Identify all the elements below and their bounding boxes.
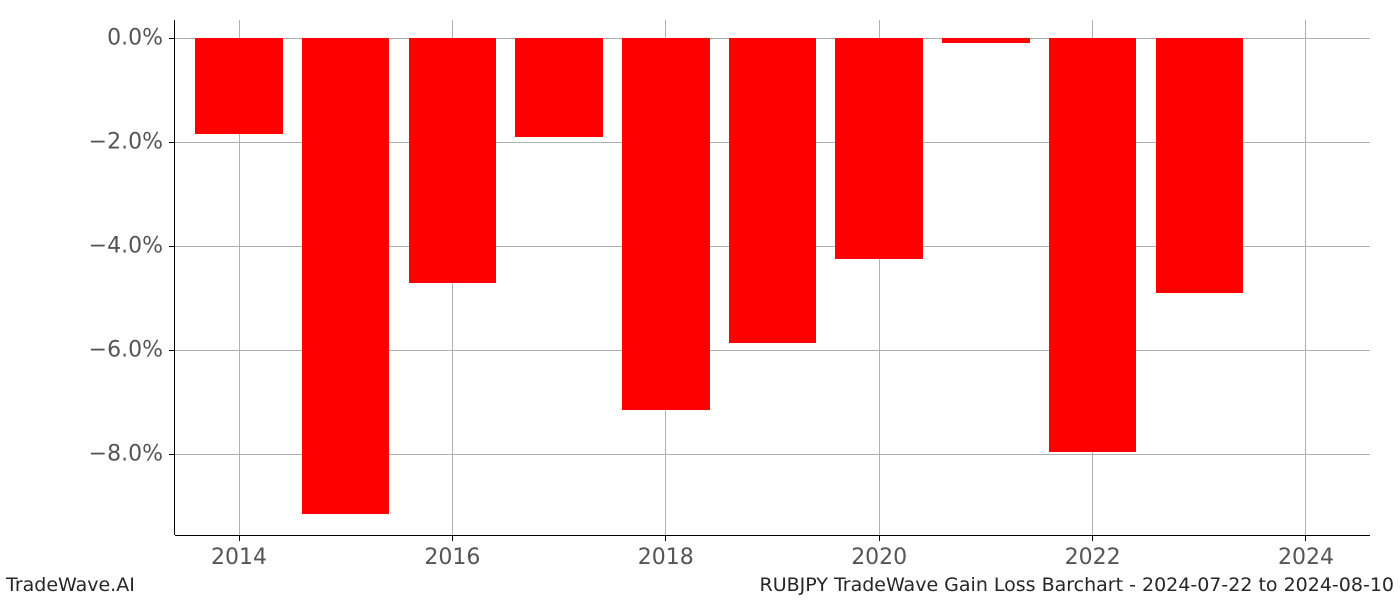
- y-tick-label: −2.0%: [89, 130, 163, 155]
- x-tick-label: 2020: [851, 545, 907, 570]
- y-tick-mark: [169, 350, 175, 351]
- bar: [195, 38, 282, 134]
- y-tick-label: −8.0%: [89, 442, 163, 467]
- bar: [835, 38, 922, 259]
- caption-right: RUBJPY TradeWave Gain Loss Barchart - 20…: [760, 574, 1394, 596]
- bar: [1049, 38, 1136, 452]
- bar: [515, 38, 602, 137]
- bar: [1156, 38, 1243, 293]
- watermark-left: TradeWave.AI: [6, 574, 135, 596]
- figure: TradeWave.AI RUBJPY TradeWave Gain Loss …: [0, 0, 1400, 600]
- y-tick-mark: [169, 454, 175, 455]
- y-axis-spine: [174, 20, 175, 535]
- y-tick-label: −4.0%: [89, 234, 163, 259]
- y-tick-mark: [169, 246, 175, 247]
- x-tick-label: 2024: [1278, 545, 1334, 570]
- x-tick-mark: [239, 535, 240, 541]
- bar: [729, 38, 816, 342]
- x-tick-label: 2014: [211, 545, 267, 570]
- y-tick-label: −6.0%: [89, 338, 163, 363]
- x-axis-spine: [175, 535, 1370, 536]
- bar: [409, 38, 496, 282]
- x-tick-mark: [1305, 535, 1306, 541]
- x-tick-mark: [665, 535, 666, 541]
- bar: [302, 38, 389, 514]
- x-tick-mark: [1092, 535, 1093, 541]
- x-gridline: [1305, 20, 1306, 535]
- bar: [942, 38, 1029, 43]
- y-tick-mark: [169, 142, 175, 143]
- y-tick-label: 0.0%: [107, 26, 163, 51]
- x-tick-mark: [879, 535, 880, 541]
- x-tick-mark: [452, 535, 453, 541]
- bar: [622, 38, 709, 410]
- x-tick-label: 2022: [1065, 545, 1121, 570]
- x-tick-label: 2016: [424, 545, 480, 570]
- x-tick-label: 2018: [638, 545, 694, 570]
- y-tick-mark: [169, 38, 175, 39]
